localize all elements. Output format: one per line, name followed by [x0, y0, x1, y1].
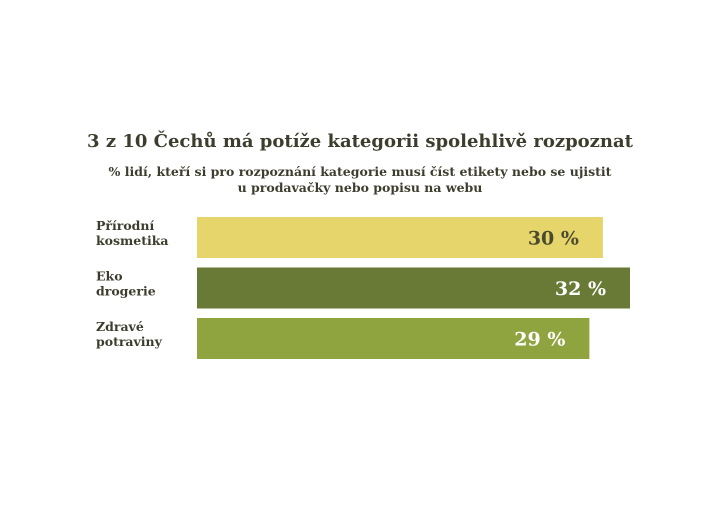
chart-subtitle-line-1: % lidí, kteří si pro rozpoznání kategori…: [108, 164, 612, 179]
category-label-3: Zdravé potraviny: [96, 319, 163, 349]
category-label-1: Přírodní kosmetika: [96, 218, 169, 248]
bar-value-label-3: 29 %: [514, 329, 565, 351]
chart-title: 3 z 10 Čechů má potíže kategorii spolehl…: [87, 131, 633, 152]
bar-value-label-2: 32 %: [555, 278, 606, 300]
category-label-2: Eko drogerie: [96, 269, 156, 299]
bar-1: [197, 217, 603, 258]
chart-subtitle-line-2: u prodavačky nebo popisu na webu: [237, 180, 483, 195]
chart-subtitle: % lidí, kteří si pro rozpoznání kategori…: [0, 164, 720, 196]
bar-3: [197, 318, 590, 359]
bar-2: [197, 267, 630, 309]
bar-value-label-1: 30 %: [528, 228, 579, 250]
